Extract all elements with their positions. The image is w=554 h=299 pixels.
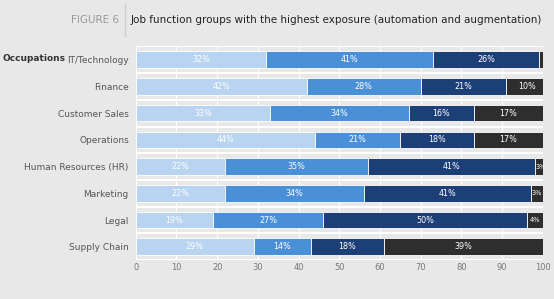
Text: 27%: 27% <box>259 216 277 225</box>
Text: 34%: 34% <box>286 189 304 198</box>
Text: 26%: 26% <box>477 55 495 64</box>
Bar <box>315 132 401 148</box>
Bar <box>527 212 543 228</box>
Text: Job function groups with the highest exposure (automation and augmentation): Job function groups with the highest exp… <box>130 15 542 25</box>
Bar <box>136 105 270 121</box>
Bar <box>535 158 547 175</box>
Text: 16%: 16% <box>432 109 450 118</box>
Text: 41%: 41% <box>443 162 460 171</box>
Text: 22%: 22% <box>172 189 189 198</box>
Text: 28%: 28% <box>355 82 373 91</box>
Text: 41%: 41% <box>341 55 358 64</box>
Bar <box>401 132 474 148</box>
Text: 34%: 34% <box>330 109 348 118</box>
Text: 4%: 4% <box>530 217 540 223</box>
Bar <box>368 158 535 175</box>
Bar <box>225 185 364 202</box>
Bar <box>364 185 531 202</box>
Bar <box>539 51 543 68</box>
Text: 21%: 21% <box>455 82 473 91</box>
Text: 35%: 35% <box>288 162 305 171</box>
Bar <box>408 105 474 121</box>
Bar <box>270 105 408 121</box>
Bar <box>474 132 543 148</box>
Bar <box>254 239 311 255</box>
Text: 41%: 41% <box>438 189 456 198</box>
Bar <box>136 185 225 202</box>
Text: 17%: 17% <box>499 135 517 144</box>
Bar <box>311 239 384 255</box>
Bar <box>266 51 433 68</box>
Bar <box>136 239 254 255</box>
Text: 39%: 39% <box>455 242 473 251</box>
Text: 18%: 18% <box>338 242 356 251</box>
Bar <box>384 239 543 255</box>
Text: 3%: 3% <box>532 190 542 196</box>
Text: 33%: 33% <box>194 109 212 118</box>
Text: 10%: 10% <box>518 82 536 91</box>
Bar <box>531 185 543 202</box>
Text: 3%: 3% <box>536 164 546 170</box>
Text: 18%: 18% <box>428 135 446 144</box>
Bar <box>307 78 420 95</box>
Bar <box>474 105 543 121</box>
Text: 22%: 22% <box>172 162 189 171</box>
Text: 44%: 44% <box>217 135 234 144</box>
Bar <box>420 78 506 95</box>
Bar <box>225 158 368 175</box>
Bar <box>433 51 539 68</box>
Text: FIGURE 6: FIGURE 6 <box>71 15 119 25</box>
Bar <box>136 51 266 68</box>
Text: 14%: 14% <box>274 242 291 251</box>
Bar <box>136 78 307 95</box>
Text: 17%: 17% <box>499 109 517 118</box>
Bar <box>506 78 547 95</box>
Text: Occupations: Occupations <box>3 54 66 63</box>
Text: 32%: 32% <box>192 55 210 64</box>
Bar <box>213 212 323 228</box>
Text: 50%: 50% <box>416 216 434 225</box>
Text: 42%: 42% <box>212 82 230 91</box>
Text: 29%: 29% <box>186 242 204 251</box>
Text: 21%: 21% <box>348 135 367 144</box>
Bar <box>323 212 527 228</box>
Bar <box>136 132 315 148</box>
Bar <box>136 158 225 175</box>
Bar <box>136 212 213 228</box>
Text: 19%: 19% <box>166 216 183 225</box>
